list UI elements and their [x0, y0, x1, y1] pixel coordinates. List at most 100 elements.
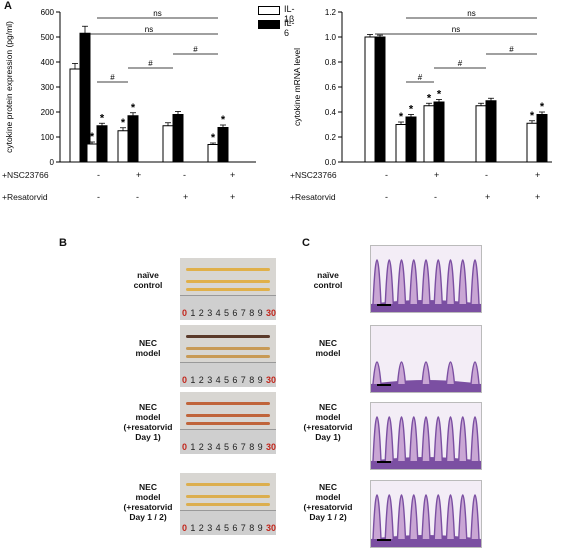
intestine-segment — [186, 280, 270, 283]
treatment-sign: - — [136, 192, 139, 202]
villus — [445, 494, 456, 540]
treatment-sign: + — [230, 192, 236, 202]
significance-star: * — [121, 117, 126, 129]
comparison-label: # — [418, 73, 423, 82]
treatment-sign: + — [183, 192, 189, 202]
ruler-digit: 2 — [198, 523, 204, 533]
ruler-digit: 8 — [249, 523, 255, 533]
ruler-digit: 4 — [215, 442, 221, 452]
row-label-line: Day 1 / 2) — [309, 512, 347, 522]
legend-swatch-il6 — [258, 20, 280, 29]
treatment-sign: + — [230, 170, 236, 180]
y-tick-label: 0.6 — [325, 83, 337, 92]
y-tick-label: 300 — [41, 83, 55, 92]
ruler-digit: 0 — [182, 308, 188, 318]
bar — [485, 100, 497, 163]
comparison-label: ns — [467, 9, 475, 18]
nsc-label-right: +NSC23766 — [290, 170, 337, 180]
treatment-sign: + — [485, 192, 491, 202]
y-tick-label: 0 — [50, 158, 55, 167]
row-label-line: Day 1) — [315, 432, 341, 442]
ruler-digit: 3 — [207, 523, 213, 533]
intestine-segment — [186, 347, 270, 350]
ruler-digit: 0 — [182, 375, 188, 385]
ruler-digit: 1 — [190, 442, 196, 452]
scale-bar — [377, 304, 391, 306]
ruler-digit: 7 — [240, 308, 246, 318]
villus — [470, 416, 480, 462]
bar — [86, 143, 98, 163]
villus — [384, 259, 394, 305]
significance-star: * — [530, 110, 535, 122]
ruler-digit: 3 — [207, 308, 213, 318]
ruler: 0 1 2 3 4 5 6 7 8 9 30 — [180, 295, 276, 320]
histology-drawing — [371, 416, 481, 469]
villus — [409, 494, 419, 540]
ruler-digit: 5 — [224, 375, 230, 385]
gut-photo: 0 1 2 3 4 5 6 7 8 9 30 — [180, 325, 276, 387]
villus — [421, 494, 431, 540]
ruler-digit: 30 — [266, 375, 276, 385]
ruler-digit: 7 — [240, 523, 246, 533]
bar — [433, 101, 445, 163]
scale-bar — [377, 461, 391, 463]
ruler-digit: 0 — [182, 442, 188, 452]
ruler-digit: 3 — [207, 442, 213, 452]
row-label-line: NEC — [319, 402, 337, 412]
ruler-digit: 1 — [190, 523, 196, 533]
villus — [409, 416, 419, 462]
treatment-sign: + — [434, 170, 440, 180]
y-tick-label: 600 — [41, 8, 55, 17]
significance-star: * — [221, 114, 226, 126]
gut-photo: 0 1 2 3 4 5 6 7 8 9 30 — [180, 392, 276, 454]
row-label-line: NEC — [139, 338, 157, 348]
row-label-c-0: naïve control — [288, 270, 368, 290]
comparison-label: # — [193, 45, 198, 54]
bar — [526, 122, 538, 163]
villus — [409, 259, 419, 305]
bar — [207, 144, 219, 163]
histology-drawing — [371, 361, 481, 392]
ruler-digit: 9 — [257, 375, 263, 385]
ruler-digit: 7 — [240, 442, 246, 452]
ruler-digit: 2 — [198, 442, 204, 452]
histology-image — [370, 245, 482, 313]
villus — [470, 494, 480, 540]
ruler-digit: 6 — [232, 375, 238, 385]
ruler-digit: 30 — [266, 523, 276, 533]
villus — [433, 259, 443, 305]
chart-protein: 0 100 200 300 400 500 600 cytokine protein expr… — [4, 8, 256, 167]
treatment-sign: - — [97, 170, 100, 180]
row-label-b-1: NEC model — [108, 338, 188, 358]
row-label-line: model — [135, 412, 161, 422]
treatment-sign: - — [385, 192, 388, 202]
y-tick-label: 0.2 — [325, 133, 337, 142]
ruler-digit: 30 — [266, 308, 276, 318]
treatment-sign: - — [97, 192, 100, 202]
significance-star: * — [409, 104, 414, 116]
significance-star: * — [131, 102, 136, 114]
comparison-label: ns — [452, 25, 460, 34]
chart-mrna: 0.0 0.2 0.4 0.6 0.8 1.0 1.2 cytokine mRNA level… — [292, 8, 552, 167]
ruler-digit: 6 — [232, 442, 238, 452]
bar — [405, 116, 417, 163]
row-label-b-3: NEC model (+resatorvid Day 1 / 2) — [108, 482, 188, 522]
villus — [421, 416, 431, 462]
histology-drawing — [371, 259, 481, 312]
ruler-digit: 2 — [198, 375, 204, 385]
ruler-digit: 8 — [249, 375, 255, 385]
significance-star: * — [90, 131, 95, 143]
intestine-segment — [186, 422, 270, 425]
resatorvid-label-left: +Resatorvid — [2, 192, 48, 202]
significance-star: * — [540, 101, 545, 113]
nsc-label-left: +NSC23766 — [2, 170, 49, 180]
y-tick-label: 100 — [41, 133, 55, 142]
y-tick-label: 1.0 — [325, 33, 337, 42]
villus — [445, 259, 456, 305]
row-label-line: NEC — [319, 338, 337, 348]
bar — [536, 114, 548, 163]
row-label-b-2: NEC model (+resatorvid Day 1) — [108, 402, 188, 442]
ruler-digit: 5 — [224, 523, 230, 533]
row-label-line: NEC — [139, 402, 157, 412]
histology-image — [370, 325, 482, 393]
